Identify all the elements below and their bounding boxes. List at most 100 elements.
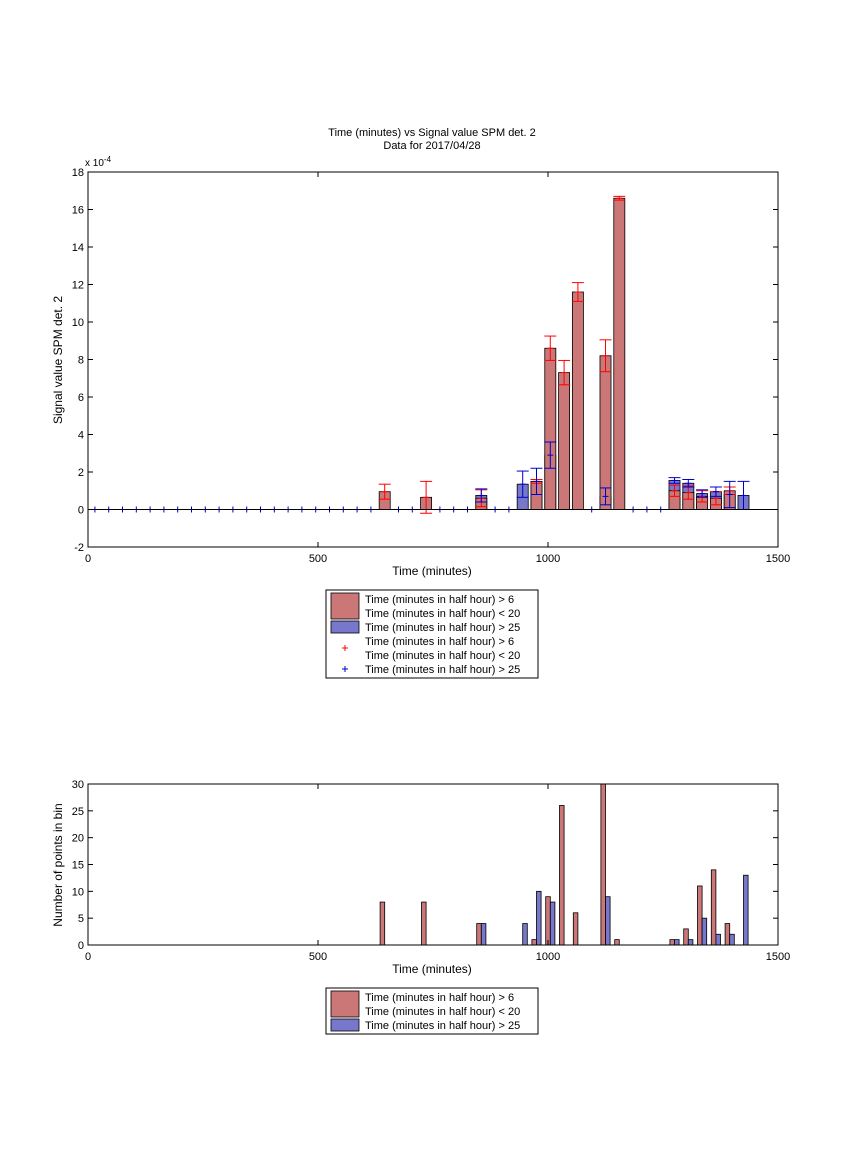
bottom-bar-s0-0 [379,901,386,946]
bottom-plot-frame [87,783,779,946]
legend-entry-1: Time (minutes in half hour) > 25 [330,1018,520,1032]
x-tick-label: 1000 [536,951,560,963]
legend-swatch [330,1018,360,1032]
top-errorbar-s1-8 [709,486,722,497]
top-bar-s0-6 [571,291,584,510]
top-errorbar-s1-4 [599,487,612,506]
legend-swatch [330,592,360,620]
chart-title: Time (minutes) vs Signal value SPM det. … [328,127,535,139]
bottom-bar-s0-12 [710,869,717,946]
y-exponent-label: x 10-4 [85,155,112,169]
top-errorbar-s0-5 [558,359,571,386]
y-tick-label: -2 [74,542,84,554]
legend-label: Time (minutes in half hour) < 20 [365,608,520,620]
bottom-bar-s1-3 [549,901,556,946]
bottom-bar-s1-5 [674,939,680,946]
x-tick-label: 500 [309,951,327,963]
legend-label: Time (minutes in half hour) < 20 [365,650,520,662]
chart-subtitle: Data for 2017/04/28 [383,140,480,152]
top-bar-s0-4 [544,347,557,510]
y-tick-label: 12 [72,280,84,292]
x-tick-label: 1000 [536,553,560,565]
y-tick-label: 20 [72,833,84,845]
top-errorbar-s0-8 [613,195,626,201]
chart-counts: 0 500 1000 1500 0 5 10 15 20 25 30 Time (minutes)… [51,779,790,1035]
top-errorbar-s0-9 [668,484,681,497]
y-tick-label: 16 [72,205,84,217]
bottom-bar-s0-3 [531,939,537,946]
bottom-bar-s0-11 [697,885,703,946]
bottom-bar-s1-4 [605,896,611,946]
bottom-bar-s1-7 [701,917,708,946]
bottom-bar-s0-13 [724,923,731,946]
y-tick-label: 14 [72,242,84,254]
top-errorbar-s1-1 [516,470,529,498]
top-errorbar-s0-7 [599,339,612,373]
bottom-bar-s1-9 [729,933,735,946]
top-bar-s0-5 [558,372,571,510]
top-error-bars [378,195,750,514]
legend-entry-1: Time (minutes in half hour) > 25 [330,620,520,634]
legend-entry-0: Time (minutes in half hour) > 6 Time (min… [330,990,520,1018]
bottom-legend: Time (minutes in half hour) > 6 Time (min… [325,987,539,1035]
top-errorbar-s1-3 [544,441,557,469]
legend-swatch [330,620,360,634]
legend-box [325,987,539,1035]
legend-label: Time (minutes in half hour) > 6 [365,594,514,606]
y-tick-label: 6 [78,392,84,404]
y-tick-label: 0 [78,505,84,517]
top-errorbar-s1-9 [723,480,736,509]
exponent-power: -4 [104,155,112,164]
y-tick-label: 10 [72,317,84,329]
y-tick-label: 4 [78,430,84,442]
y-tick-label: 10 [72,886,84,898]
y-tick-label: 30 [72,779,84,791]
legend-swatch [330,990,360,1018]
top-errorbar-s1-2 [530,467,543,495]
top-x-ticks: 0 500 1000 1500 [85,172,790,565]
y-tick-label: 15 [72,860,84,872]
x-tick-label: 0 [85,951,91,963]
svg-text:x 10-4: x 10-4 [85,155,112,169]
bottom-bar-s0-7 [600,783,606,946]
x-tick-label: 500 [309,553,327,565]
top-bars [378,197,750,510]
bottom-bars [379,783,749,946]
legend-label: Time (minutes in half hour) < 20 [365,1006,520,1018]
top-errorbar-s0-1 [420,480,433,514]
bottom-bar-s1-1 [522,923,528,946]
bottom-x-ticks: 0 500 1000 1500 [85,784,790,963]
y-tick-label: 5 [78,913,84,925]
legend-entry-3: Time (minutes in half hour) > 25 [342,664,520,676]
bottom-bar-s1-10 [743,874,749,946]
top-errorbar-s1-7 [696,489,709,498]
x-tick-label: 0 [85,553,91,565]
bottom-bar-s1-8 [715,933,721,946]
top-bar-s0-7 [599,355,612,510]
bottom-bar-s0-1 [421,901,427,946]
y-tick-label: 25 [72,806,84,818]
legend-label: Time (minutes in half hour) > 25 [365,622,520,634]
chart-signal: Time (minutes) vs Signal value SPM det. … [51,127,790,679]
top-y-ticks: -2 0 2 4 6 8 10 12 14 16 18 [72,167,778,554]
bottom-bar-s0-5 [559,805,565,946]
top-errorbar-s1-6 [682,479,695,488]
bottom-bar-s1-0 [480,923,487,946]
bottom-y-ticks: 0 5 10 15 20 25 30 [72,779,778,952]
x-tick-label: 1500 [766,553,790,565]
legend-label: Time (minutes in half hour) > 6 [365,992,514,1004]
top-x-axis-label: Time (minutes) [392,564,472,578]
legend-label: Time (minutes in half hour) > 6 [365,636,514,648]
top-errorbar-s0-4 [544,335,557,361]
bottom-bar-s1-6 [687,939,694,946]
bottom-bar-s1-2 [536,890,542,946]
legend-label: Time (minutes in half hour) > 25 [365,664,520,676]
legend-label: Time (minutes in half hour) > 25 [365,1020,520,1032]
top-errorbar-s1-5 [668,477,681,484]
top-y-axis-label: Signal value SPM det. 2 [51,296,65,424]
legend-entry-2: Time (minutes in half hour) > 6 Time (min… [342,636,520,662]
y-tick-label: 8 [78,355,84,367]
bottom-y-axis-label: Number of points in bin [51,803,65,926]
bottom-bar-s0-4 [545,896,551,946]
